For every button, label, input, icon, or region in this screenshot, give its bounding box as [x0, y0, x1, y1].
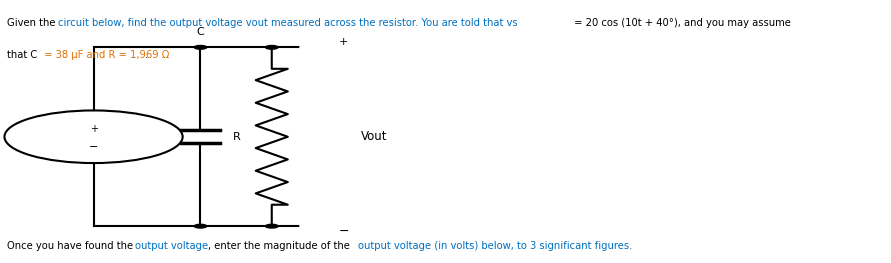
- Circle shape: [266, 45, 278, 49]
- Circle shape: [300, 221, 332, 231]
- Text: +: +: [339, 37, 348, 47]
- Text: output voltage (in volts) below, to 3 significant figures.: output voltage (in volts) below, to 3 si…: [358, 241, 633, 251]
- Text: R: R: [233, 132, 241, 142]
- Circle shape: [194, 224, 207, 228]
- Text: C: C: [197, 27, 204, 37]
- Text: , enter the magnitude of the: , enter the magnitude of the: [208, 241, 354, 251]
- Text: Once you have found the: Once you have found the: [7, 241, 136, 251]
- Text: Vout: Vout: [361, 130, 388, 143]
- Text: −: −: [89, 142, 98, 152]
- Text: Given the: Given the: [7, 18, 59, 28]
- Text: +: +: [90, 124, 97, 134]
- Text: = 20 cos (10t + 40°), and you may assume: = 20 cos (10t + 40°), and you may assume: [571, 18, 791, 28]
- Text: output voltage: output voltage: [135, 241, 208, 251]
- Circle shape: [300, 43, 332, 52]
- Circle shape: [266, 224, 278, 228]
- Text: −: −: [339, 225, 349, 238]
- Text: circuit below, find the output voltage vout measured across the resistor. You ar: circuit below, find the output voltage v…: [58, 18, 518, 28]
- Text: .: .: [145, 50, 149, 60]
- Text: that C: that C: [7, 50, 37, 60]
- Circle shape: [194, 45, 207, 49]
- Text: = 38 μF and R = 1,969 Ω: = 38 μF and R = 1,969 Ω: [41, 50, 169, 60]
